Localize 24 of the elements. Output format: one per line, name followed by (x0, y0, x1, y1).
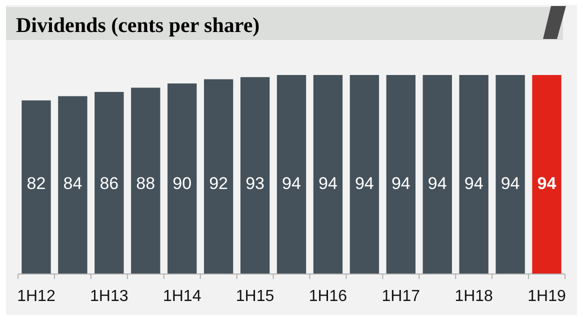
data-label: 86 (100, 174, 119, 193)
data-label: 92 (209, 174, 228, 193)
x-tick-label: 1H18 (454, 288, 494, 305)
x-tick-label: 1H16 (308, 288, 348, 305)
x-tick-label: 1H19 (528, 288, 566, 305)
x-tick-label: 1H13 (90, 288, 128, 305)
x-tick-label: 1H12 (17, 288, 56, 305)
data-label: 94 (354, 174, 374, 193)
data-label: 94 (500, 174, 520, 193)
data-label: 88 (136, 174, 156, 193)
data-label: 82 (26, 174, 46, 193)
x-tick-label: 1H14 (162, 288, 202, 305)
data-label: 94 (428, 174, 447, 193)
data-label: 94 (537, 174, 557, 193)
x-tick-label: 1H15 (236, 288, 274, 305)
data-label: 93 (246, 174, 264, 193)
data-label: 94 (391, 174, 410, 193)
x-tick-label: 1H17 (382, 288, 420, 305)
data-label: 94 (464, 174, 484, 193)
data-label: 84 (63, 174, 82, 193)
data-label: 94 (318, 174, 338, 193)
data-label: 94 (282, 174, 301, 193)
chart-title: Dividends (cents per share) (16, 13, 260, 37)
data-label: 90 (172, 174, 192, 193)
